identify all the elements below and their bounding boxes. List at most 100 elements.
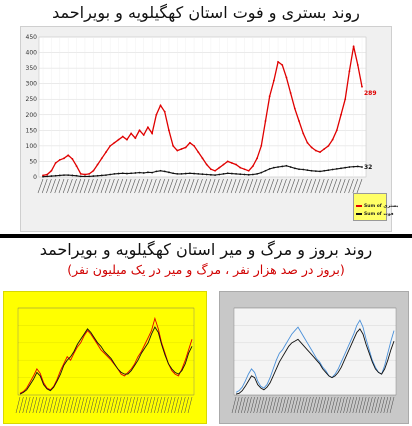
mini-xtick-mark [73,396,78,414]
top-point-1 [58,174,61,177]
top-xtick-mark [352,178,359,194]
mini-xtick-mark [39,396,44,414]
top-point-0 [130,132,133,135]
top-point-1 [268,168,271,170]
top-xtick-mark [234,178,241,194]
legend-swatch-death [356,212,362,215]
top-xtick-mark [159,178,166,194]
top-point-1 [126,172,128,175]
top-end-label-0: 289 [364,90,377,97]
top-point-0 [113,141,116,144]
top-xtick-mark [222,178,228,194]
top-point-1 [172,172,175,175]
mini-xtick-mark [377,396,382,414]
top-xtick-mark [184,178,191,194]
mini-xtick-mark [318,396,323,414]
top-xtick-mark [356,178,363,194]
top-point-1 [331,168,334,171]
top-xtick-mark [197,178,203,194]
mini-xtick-mark [35,396,41,414]
top-xtick-mark [62,178,69,194]
top-chart-svg: 0 50 100 150 200 250 300 350 400 450 289 32 [26,34,377,194]
top-point-0 [134,137,137,140]
mini-xtick-mark [306,396,311,414]
top-ytick-label: 50 [29,158,37,165]
top-point-0 [180,148,183,150]
top-point-0 [54,162,57,164]
top-xtick-mark [117,178,124,194]
top-point-1 [117,172,120,175]
top-point-0 [105,151,107,154]
top-xtick-mark [125,178,132,194]
mini-xtick-mark [337,396,342,414]
top-point-0 [222,163,225,166]
top-point-0 [268,95,271,98]
mini-xtick-mark [259,396,265,414]
mini-xtick-mark [234,396,240,414]
top-point-0 [67,154,70,157]
top-point-1 [142,172,145,174]
top-point-1 [71,174,74,177]
mini-xtick-mark [247,396,252,414]
top-xtick-mark [41,178,48,194]
top-xtick-mark [247,178,254,194]
top-point-0 [214,169,216,172]
top-point-1 [260,171,263,174]
mini-plot-area [17,307,195,396]
top-point-1 [151,171,154,174]
top-point-1 [256,172,258,175]
top-xtick-mark [276,178,283,194]
top-xtick-mark [339,178,346,194]
top-point-0 [84,173,86,176]
top-xtick-mark [289,178,296,194]
top-point-1 [197,172,200,175]
top-point-0 [331,138,334,141]
top-point-0 [251,165,254,168]
top-point-1 [96,174,99,177]
top-point-1 [159,169,162,172]
top-point-1 [230,172,233,175]
legend-label-hosp: Sum of بستری [364,204,399,209]
mini-xtick-mark [150,396,156,414]
top-point-1 [323,169,326,172]
top-xtick-mark [79,178,86,194]
mini-xtick-mark [52,396,58,414]
top-xtick-mark [176,178,182,194]
top-point-0 [306,141,309,144]
top-point-1 [281,165,284,168]
top-point-0 [138,129,141,132]
top-xtick-mark [239,178,245,194]
top-point-1 [193,172,196,175]
mini-xtick-mark [164,396,169,414]
mini-xtick-mark [89,396,95,414]
mini-xtick-mark [380,396,385,414]
top-xtick-mark [188,178,195,194]
mini-xtick-mark [160,396,166,414]
top-xtick-mark [323,178,329,194]
mini-xtick-mark [386,396,392,414]
mini-xtick-mark [69,396,75,414]
legend-item-death: Sum of فوت [356,212,394,217]
top-point-1 [54,174,57,177]
top-point-0 [264,120,267,122]
top-point-0 [155,113,158,116]
top-point-1 [130,172,133,175]
top-point-0 [281,64,284,66]
mini-xtick-mark [79,396,85,414]
top-chart-title: روند بستری و فوت استان کهگیلویه و بویراح… [52,3,360,22]
top-point-1 [184,172,187,175]
mini-title-bar [275,297,355,303]
top-xtick-mark [92,178,98,194]
mini-xtick-mark [19,396,24,414]
top-ytick-label: 350 [26,65,38,72]
top-point-0 [285,76,288,79]
top-xtick-mark [281,178,287,194]
top-point-0 [247,169,250,172]
top-point-1 [92,175,95,177]
top-xtick-mark [104,178,111,194]
mini-xtick-mark [352,396,358,414]
top-ytick-label: 450 [26,34,38,41]
top-xtick-mark [88,178,94,194]
mini-xtick-mark [113,396,119,414]
mini-xtick-mark [330,396,336,414]
